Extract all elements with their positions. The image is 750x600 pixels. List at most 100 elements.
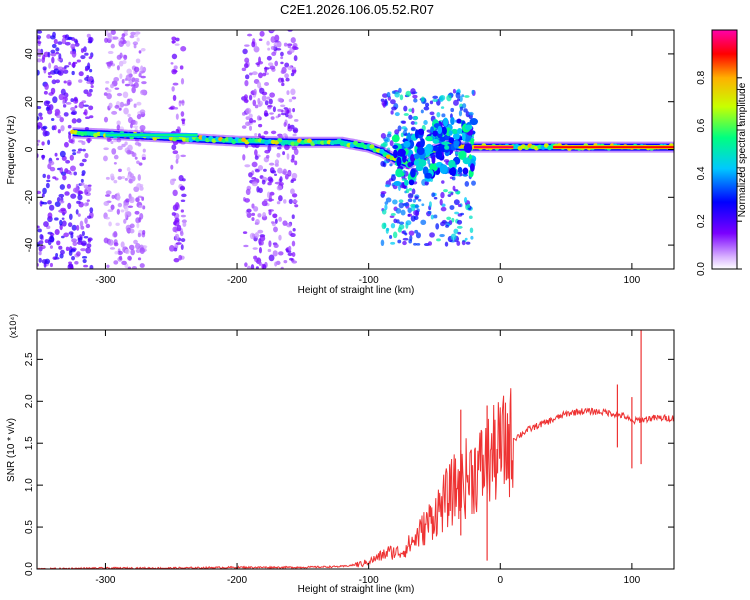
heatmap-cell — [443, 189, 448, 193]
heatmap-cell — [266, 40, 270, 46]
heatmap-cell — [142, 148, 146, 153]
heatmap-cell — [412, 94, 418, 99]
heatmap-cell — [130, 248, 135, 256]
heatmap-cell — [137, 174, 141, 181]
heatmap-cell — [446, 216, 452, 221]
heatmap-cell — [57, 69, 64, 76]
colorbar-tick-label: 0.0 — [696, 262, 707, 276]
heatmap-cell — [129, 34, 135, 39]
heatmap-cell — [87, 62, 91, 70]
ridge-blob — [397, 148, 406, 157]
heatmap-cell — [269, 65, 276, 70]
heatmap-cell — [51, 43, 57, 49]
colorbar-ticks: 0.0 0.2 0.4 0.6 0.8 — [696, 70, 742, 276]
heatmap-cell — [55, 79, 61, 84]
heatmap-cell — [37, 30, 43, 34]
heatmap-cell — [264, 112, 269, 117]
heatmap-cell — [55, 252, 59, 258]
heatmap-cell — [86, 33, 91, 38]
ridge-blob — [410, 153, 415, 163]
heatmap-cell — [58, 193, 65, 198]
heatmap-cell — [140, 75, 146, 79]
heatmap-cell — [76, 200, 81, 204]
heatmap-cell — [59, 150, 66, 158]
heatmap-cell — [131, 266, 137, 269]
heatmap-cell — [397, 125, 402, 132]
heatmap-cell — [284, 134, 288, 139]
heatmap-cell — [65, 159, 71, 164]
ridge-blob — [437, 125, 443, 135]
heatmap-cell — [245, 74, 250, 80]
ridge-blob — [379, 148, 385, 154]
heatmap-cell — [63, 80, 67, 84]
heatmap-cell — [277, 113, 281, 118]
heatmap-cell — [242, 48, 248, 55]
heatmap-cell — [76, 224, 80, 231]
heatmap-cell — [41, 193, 45, 198]
heatmap-cell — [251, 181, 258, 187]
heatmap-cell — [72, 241, 78, 247]
heatmap-cell — [264, 100, 269, 106]
ridge-blob — [393, 149, 398, 159]
heatmap-cell — [55, 157, 60, 161]
heatmap-cell — [413, 242, 417, 246]
heatmap-cell — [78, 71, 84, 77]
x-tick-label: -100 — [359, 575, 379, 586]
ridge-blob — [430, 126, 435, 133]
heatmap-cell — [131, 77, 136, 83]
heatmap-cell — [42, 187, 47, 195]
heatmap-cell — [291, 96, 297, 100]
heatmap-cell — [124, 205, 129, 212]
heatmap-cell — [78, 190, 83, 195]
heatmap-cell — [80, 248, 87, 252]
heatmap-cell — [71, 118, 77, 124]
heatmap-cell — [251, 71, 258, 76]
heatmap-cell — [136, 37, 140, 42]
heatmap-cell — [119, 101, 125, 108]
ridge-blob — [410, 168, 416, 178]
heatmap-cell — [277, 97, 283, 103]
heatmap-cell — [261, 95, 267, 102]
y-tick-label: 20 — [24, 96, 35, 108]
heatmap-cell — [420, 109, 424, 114]
heatmap-cell — [270, 45, 275, 50]
heatmap-cell — [276, 201, 281, 205]
heatmap-cell — [273, 42, 279, 48]
heatmap-cell — [107, 209, 114, 212]
heatmap-cell — [274, 60, 279, 67]
heatmap-cell — [76, 251, 81, 257]
heatmap-cell — [445, 224, 449, 228]
heatmap-cell — [75, 183, 79, 191]
heatmap-cell — [134, 141, 140, 146]
heatmap-cell — [179, 185, 186, 191]
heatmap-cell — [105, 80, 110, 84]
heatmap-cell — [439, 198, 443, 206]
heatmap-cell — [175, 201, 180, 208]
ridge-blob — [435, 150, 443, 160]
heatmap-cell — [450, 233, 457, 241]
heatmap-cell — [139, 263, 145, 268]
heatmap-cell — [447, 194, 452, 197]
heatmap-cell — [175, 128, 179, 133]
heatmap-cell — [242, 231, 248, 234]
heatmap-cell — [435, 223, 440, 230]
heatmap-cell — [68, 213, 73, 220]
heatmap-cell — [398, 87, 402, 94]
heatmap-cell — [261, 263, 265, 269]
heatmap-cell — [126, 98, 131, 106]
heatmap-cell — [283, 42, 288, 47]
heatmap-cell — [124, 177, 128, 181]
heatmap-cell — [171, 144, 177, 151]
heatmap-cell — [64, 191, 70, 196]
heatmap-cell — [254, 133, 258, 137]
heatmap-cell — [90, 52, 94, 58]
heatmap-cell — [136, 101, 142, 106]
heatmap-cell — [284, 173, 289, 180]
heatmap-cell — [280, 61, 284, 65]
heatmap-cell — [70, 111, 76, 115]
heatmap-cell — [68, 222, 73, 228]
ridge-blob — [349, 143, 355, 148]
heatmap-cell — [138, 217, 142, 223]
ridge-blob — [391, 134, 400, 143]
heatmap-cell — [89, 207, 94, 214]
